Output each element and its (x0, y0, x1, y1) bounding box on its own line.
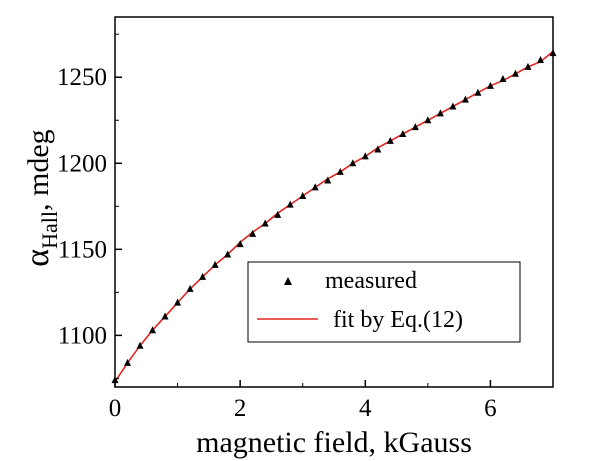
data-point (211, 260, 219, 268)
data-point (224, 250, 232, 258)
data-point (374, 145, 382, 153)
data-point (236, 240, 244, 248)
x-tick-label: 2 (234, 395, 247, 422)
data-point (311, 183, 319, 191)
data-point (149, 326, 157, 334)
data-point (449, 102, 457, 110)
x-tick-label: 0 (109, 395, 122, 422)
data-point (199, 272, 207, 280)
y-tick-label: 1250 (57, 64, 107, 91)
data-point (411, 123, 419, 131)
legend-marker-measured (284, 277, 292, 285)
legend-box (247, 261, 521, 343)
data-point (511, 69, 519, 77)
data-point (324, 176, 332, 184)
y-axis-subscript: Hall (37, 211, 62, 249)
y-tick-layer: 1100 1150 1200 1250 (57, 33, 122, 379)
marker-layer (111, 49, 557, 384)
data-point (486, 81, 494, 89)
data-point (424, 116, 432, 124)
data-point (549, 49, 557, 57)
data-point (249, 229, 257, 237)
data-point (524, 62, 532, 70)
data-point (336, 167, 344, 175)
legend: measured fit by Eq.(12) (247, 261, 521, 343)
legend-label-fit: fit by Eq.(12) (333, 307, 463, 333)
x-tick-layer: 0 2 4 6 (109, 380, 497, 422)
plot-frame (114, 16, 554, 388)
data-point (111, 376, 119, 384)
data-point (536, 56, 544, 64)
data-point (174, 298, 182, 306)
data-point (349, 159, 357, 167)
data-point (124, 358, 132, 366)
x-axis-title: magnetic field, kGauss (196, 426, 472, 459)
data-point (386, 136, 394, 144)
y-tick-label: 1200 (57, 150, 107, 177)
data-point (286, 200, 294, 208)
data-point (474, 88, 482, 96)
y-axis-title: αHall, mdeg (19, 129, 62, 266)
data-point (261, 219, 269, 227)
data-point (186, 284, 194, 292)
data-point (461, 95, 469, 103)
y-tick-label: 1150 (58, 236, 107, 263)
y-tick-label: 1100 (58, 322, 107, 349)
data-point (299, 191, 307, 199)
data-point (436, 109, 444, 117)
legend-label-measured: measured (325, 268, 417, 294)
data-point (274, 210, 282, 218)
y-axis-unit: , mdeg (22, 129, 55, 211)
data-point (136, 341, 144, 349)
data-point (361, 152, 369, 160)
x-tick-label: 6 (484, 395, 497, 422)
x-tick-label: 4 (359, 395, 372, 422)
data-point (161, 312, 169, 320)
y-axis-symbol: α (19, 249, 56, 267)
data-point (499, 74, 507, 82)
data-point (399, 130, 407, 138)
